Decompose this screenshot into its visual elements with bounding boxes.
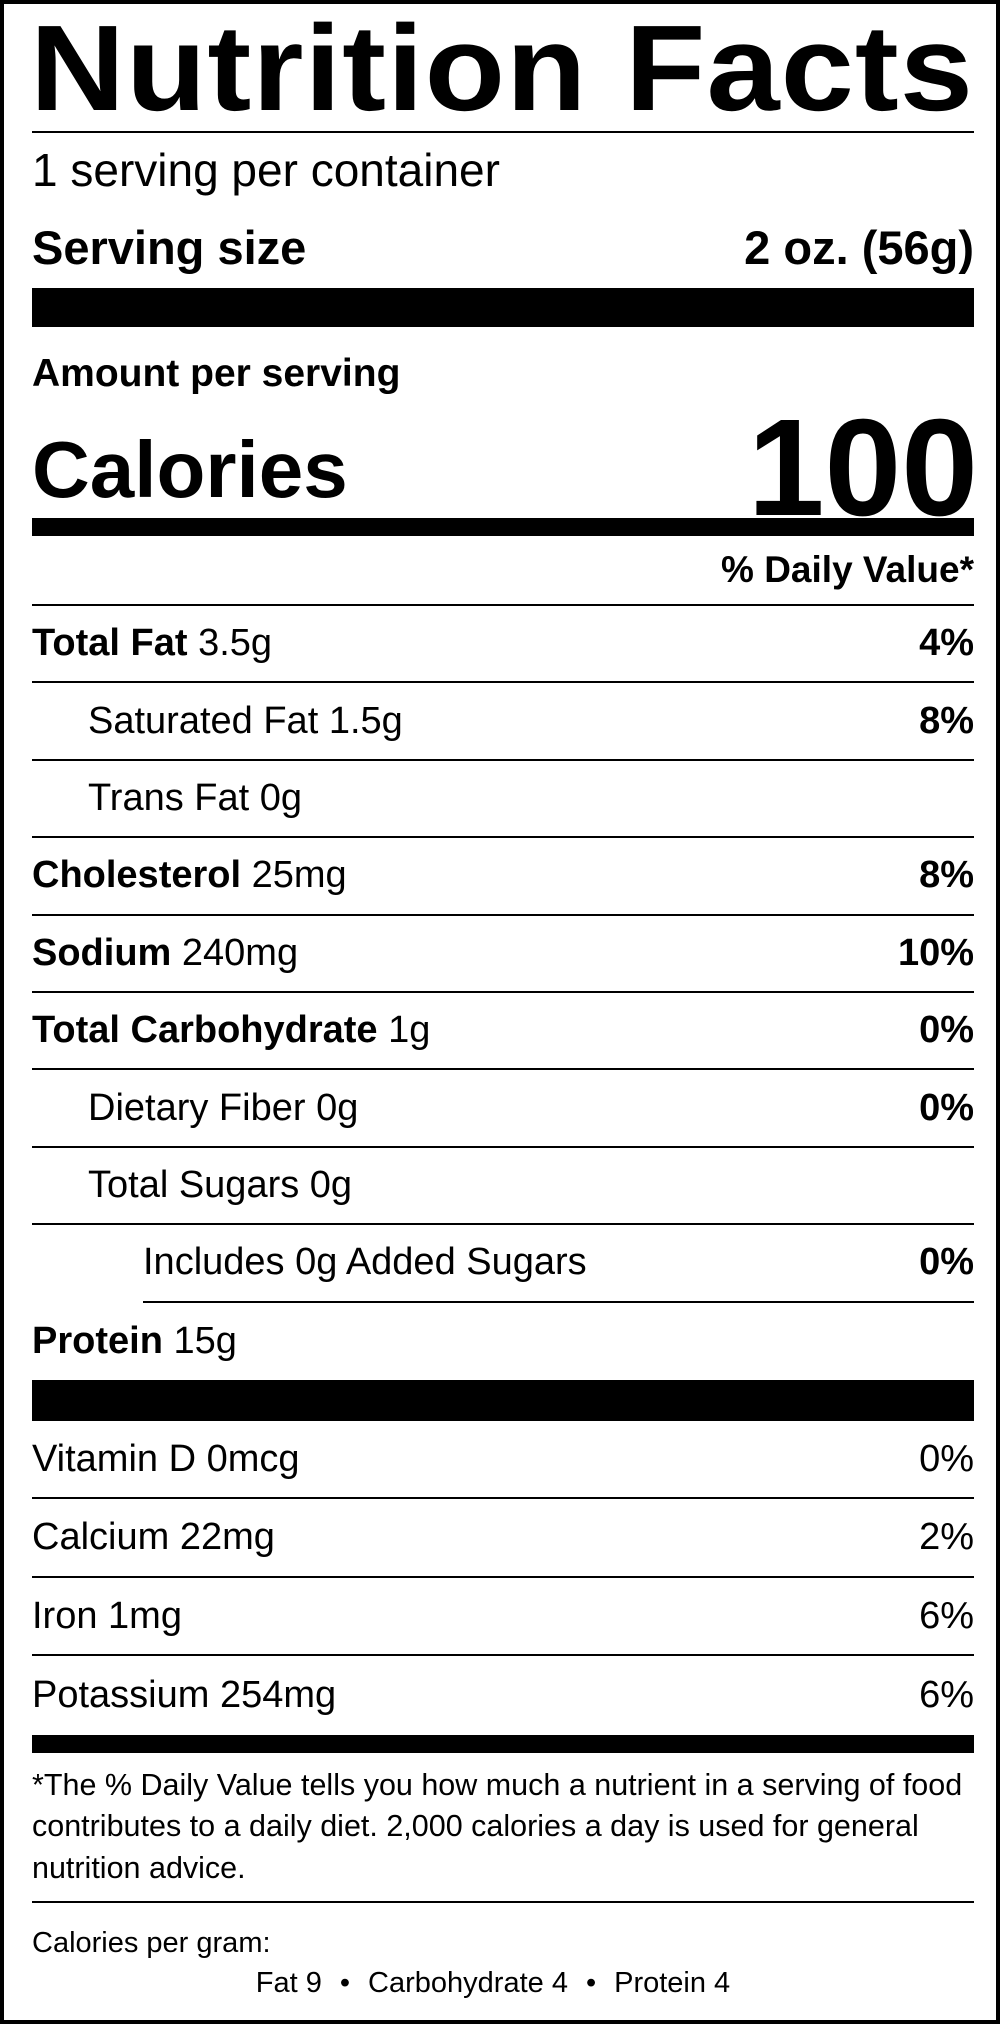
serving-size: Serving size 2 oz. (56g): [32, 207, 974, 288]
footnote: *The % Daily Value tells you how much a …: [32, 1753, 974, 1903]
vitamin-amount: 1mg: [108, 1594, 182, 1637]
vitamin-name-amount: Vitamin D 0mcg: [32, 1438, 300, 1481]
calories-label: Calories: [32, 425, 348, 514]
nutrient-name: Cholesterol: [32, 854, 242, 897]
calories-row: Calories 100: [32, 399, 978, 537]
nutrient-row: Protein 15g: [32, 1303, 974, 1380]
nutrient-row: Saturated Fat 1.5g 8%: [32, 683, 974, 761]
fat-per-gram: Fat 9: [255, 1966, 322, 1999]
vitamin-name-amount: Potassium 254mg: [32, 1674, 336, 1717]
divider-thick: [32, 288, 974, 327]
nutrient-daily-value: 4%: [919, 622, 974, 665]
nutrient-name-amount: Cholesterol 25mg: [32, 854, 347, 897]
carbohydrate-per-gram: Carbohydrate 4: [368, 1966, 568, 1999]
nutrient-name: Saturated Fat: [88, 699, 319, 742]
nutrient-amount: 0g: [316, 1086, 359, 1129]
nutrient-amount: 1g: [388, 1009, 431, 1052]
nutrient-daily-value: 8%: [919, 699, 974, 742]
nutrient-name-amount: Total Fat 3.5g: [32, 622, 272, 665]
nutrient-row: Trans Fat 0g: [32, 761, 974, 839]
vitamin-row: Potassium 254mg 6%: [32, 1656, 974, 1735]
serving-size-value: 2 oz. (56g): [744, 221, 974, 274]
vitamin-name: Calcium: [32, 1516, 170, 1559]
nutrient-name: Total Fat: [32, 622, 188, 665]
vitamin-name-amount: Calcium 22mg: [32, 1516, 275, 1559]
nutrient-row: Includes 0g Added Sugars 0%: [143, 1225, 974, 1303]
vitamin-daily-value: 6%: [919, 1594, 974, 1637]
vitamin-row: Calcium 22mg 2%: [32, 1499, 974, 1578]
nutrient-amount: 0g: [259, 776, 303, 819]
vitamin-amount: 22mg: [179, 1516, 275, 1559]
amount-per-serving: Amount per serving: [32, 352, 401, 395]
calories-per-gram-label: Calories per gram:: [32, 1926, 271, 1959]
nutrient-row: Dietary Fiber 0g 0%: [32, 1070, 974, 1148]
separator: •: [585, 1966, 597, 1999]
nutrient-name: Total Sugars: [88, 1163, 300, 1206]
nutrient-amount: 1.5g: [328, 699, 403, 742]
nutrient-name-amount: Includes 0g Added Sugars: [143, 1241, 587, 1284]
calories-per-gram: Calories per gram: Fat 9 • Carbohydrate 4 •…: [32, 1903, 974, 2003]
nutrient-list: Total Fat 3.5g 4% Saturated Fat 1.5g 8% Tran…: [32, 606, 974, 1380]
vitamin-amount: 254mg: [219, 1674, 337, 1717]
nutrient-daily-value: 0%: [919, 1009, 974, 1052]
vitamin-name: Potassium: [32, 1674, 210, 1717]
divider-thick: [32, 1379, 974, 1421]
nutrient-name-amount: Trans Fat 0g: [32, 777, 302, 820]
nutrient-row: Total Sugars 0g: [32, 1148, 974, 1226]
nutrient-daily-value: 0%: [919, 1241, 974, 1284]
vitamin-row: Vitamin D 0mcg 0%: [32, 1421, 974, 1500]
nutrient-amount: 15g: [173, 1319, 237, 1362]
nutrient-row: Cholesterol 25mg 8%: [32, 838, 974, 916]
nutrient-name: Includes 0g Added Sugars: [143, 1241, 587, 1284]
servings-per-container: 1 serving per container: [32, 144, 500, 196]
vitamin-name: Iron: [32, 1594, 98, 1637]
calories-per-gram-values: Fat 9 • Carbohydrate 4 • Protein 4: [12, 1963, 974, 2003]
nutrient-name-amount: Saturated Fat 1.5g: [32, 700, 403, 743]
vitamin-amount: 0mcg: [206, 1437, 300, 1480]
nutrient-daily-value: 0%: [919, 1086, 974, 1129]
nutrient-name-amount: Sodium 240mg: [32, 932, 298, 975]
serving-size-label: Serving size: [32, 221, 307, 274]
vitamin-row: Iron 1mg 6%: [32, 1578, 974, 1657]
nutrient-amount: 240mg: [181, 931, 299, 974]
nutrient-name: Trans Fat: [88, 776, 250, 819]
title-block: Nutrition Facts: [32, 4, 974, 133]
nutrient-daily-value: 10%: [897, 931, 974, 974]
nutrient-name-amount: Dietary Fiber 0g: [32, 1087, 358, 1130]
vitamin-list: Vitamin D 0mcg 0% Calcium 22mg 2% Iron 1mg 6%…: [32, 1421, 974, 1735]
divider-medium: [32, 518, 974, 536]
nutrient-name: Total Carbohydrate: [32, 1009, 378, 1052]
nutrient-row: Sodium 240mg 10%: [32, 916, 974, 993]
nutrient-name: Protein: [32, 1319, 163, 1362]
vitamin-name: Vitamin D: [32, 1437, 197, 1480]
separator: •: [339, 1966, 351, 1999]
nutrient-name: Sodium: [32, 931, 172, 974]
nutrient-row: Total Carbohydrate 1g 0%: [32, 993, 974, 1071]
calories-value: 100: [747, 391, 978, 545]
divider-medium: [32, 1734, 974, 1753]
vitamin-daily-value: 2%: [919, 1516, 974, 1559]
nutrient-name-amount: Total Carbohydrate 1g: [32, 1009, 430, 1052]
nutrient-name-amount: Protein 15g: [32, 1320, 237, 1363]
vitamin-name-amount: Iron 1mg: [32, 1595, 182, 1638]
vitamin-daily-value: 0%: [919, 1437, 974, 1480]
nutrient-amount: 25mg: [251, 854, 347, 897]
nutrient-daily-value: 8%: [919, 854, 974, 897]
protein-per-gram: Protein 4: [614, 1966, 731, 1999]
nutrient-name: Dietary Fiber: [88, 1086, 306, 1129]
label-title: Nutrition Facts: [32, 4, 974, 133]
vitamin-daily-value: 6%: [919, 1674, 974, 1717]
nutrient-name-amount: Total Sugars 0g: [32, 1164, 352, 1207]
daily-value-header: % Daily Value*: [32, 536, 974, 606]
nutrient-amount: 0g: [309, 1163, 353, 1206]
nutrient-row: Total Fat 3.5g 4%: [32, 606, 974, 684]
nutrient-amount: 3.5g: [198, 622, 273, 665]
